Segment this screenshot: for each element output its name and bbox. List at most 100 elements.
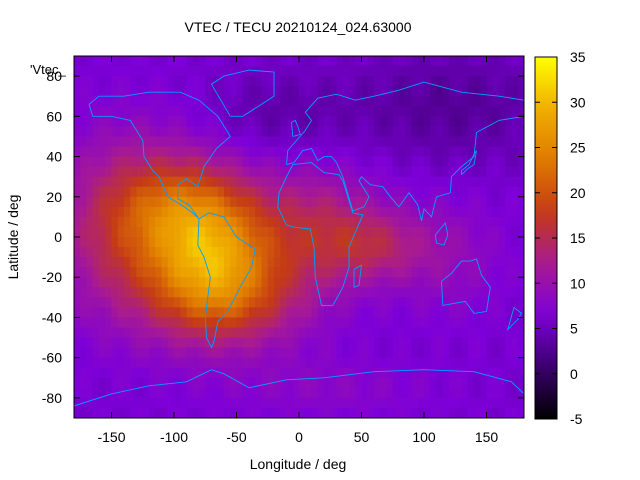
heatmap-cell [399,56,406,67]
heatmap-cell [211,277,219,288]
heatmap-cell [467,307,475,319]
heatmap-cell [317,307,325,319]
heatmap-cell [236,367,244,379]
heatmap-cell [380,347,388,359]
heatmap-cell [161,317,169,329]
heatmap-cell [330,136,338,148]
heatmap-cell [99,257,106,268]
heatmap-cell [499,387,506,399]
heatmap-cell [280,196,288,208]
x-tick-label: 100 [412,429,436,445]
heatmap-cell [374,327,381,339]
heatmap-cell [449,327,456,339]
heatmap-cell [486,116,494,127]
heatmap-cell [236,357,244,369]
heatmap-cell [392,357,400,369]
heatmap-cell [492,56,500,67]
heatmap-cell [324,196,331,208]
heatmap-cell [124,226,131,238]
heatmap-cell [161,307,169,319]
heatmap-cell [236,257,244,268]
heatmap-cell [230,206,238,218]
heatmap-cell [111,216,119,228]
heatmap-cell [449,377,456,389]
heatmap-cell [249,176,256,188]
heatmap-cell [399,156,406,168]
heatmap-cell [411,397,419,409]
heatmap-cell [430,247,438,258]
heatmap-cell [474,56,481,67]
heatmap-cell [111,116,119,127]
heatmap-cell [442,397,450,409]
heatmap-cell [255,357,263,369]
heatmap-cell [505,377,513,389]
heatmap-cell [411,206,419,218]
heatmap-cell [299,116,306,127]
heatmap-cell [74,196,81,208]
heatmap-cell [505,86,513,97]
heatmap-cell [305,407,313,418]
heatmap-cell [311,146,319,158]
heatmap-cell [336,407,344,418]
heatmap-cell [155,327,163,339]
heatmap-cell [392,196,400,208]
heatmap-cell [449,347,456,359]
heatmap-cell [424,297,431,308]
heatmap-cell [117,407,125,418]
heatmap-cell [367,267,375,278]
heatmap-cell [217,86,225,97]
heatmap-cell [255,247,263,258]
heatmap-cell [74,397,81,409]
heatmap-cell [449,166,456,178]
coastline-eurasia [286,81,524,222]
heatmap-cell [105,297,113,308]
heatmap-cell [480,307,488,319]
heatmap-cell [174,156,181,168]
heatmap-cell [267,327,275,339]
heatmap-cell [174,327,181,339]
heatmap-cell [480,297,488,308]
heatmap-cell [292,327,300,339]
heatmap-cell [255,166,263,178]
heatmap-cell [199,237,206,248]
heatmap-cell [111,146,119,158]
heatmap-cell [411,377,419,389]
heatmap-cell [292,307,300,319]
heatmap-cell [311,156,319,168]
heatmap-cell [74,166,81,178]
heatmap-cell [317,257,325,268]
heatmap-cell [517,407,524,418]
heatmap-cell [424,407,431,418]
heatmap-cell [286,166,294,178]
heatmap-cell [405,237,413,248]
heatmap-cell [492,146,500,158]
heatmap-cell [80,347,88,359]
heatmap-cell [86,407,94,418]
heatmap-cell [99,237,106,248]
heatmap-cell [499,377,506,389]
heatmap-cell [124,56,131,67]
heatmap-cell [174,397,181,409]
heatmap-cell [105,237,113,248]
heatmap-cell [367,156,375,168]
heatmap-cell [230,357,238,369]
heatmap-cell [424,247,431,258]
heatmap-cell [455,196,463,208]
heatmap-cell [242,196,250,208]
heatmap-cell [392,176,400,188]
heatmap-cell [449,237,456,248]
heatmap-cell [155,166,163,178]
heatmap-cell [211,377,219,389]
heatmap-cell [192,327,200,339]
heatmap-cell [467,56,475,67]
heatmap-cell [324,267,331,278]
heatmap-cell [142,397,150,409]
heatmap-cell [280,186,288,198]
heatmap-cell [286,357,294,369]
heatmap-cell [80,96,88,107]
heatmap-cell [386,86,394,97]
heatmap-cell [255,257,263,268]
heatmap-cell [436,96,444,107]
heatmap-cell [236,307,244,319]
heatmap-cell [499,267,506,278]
